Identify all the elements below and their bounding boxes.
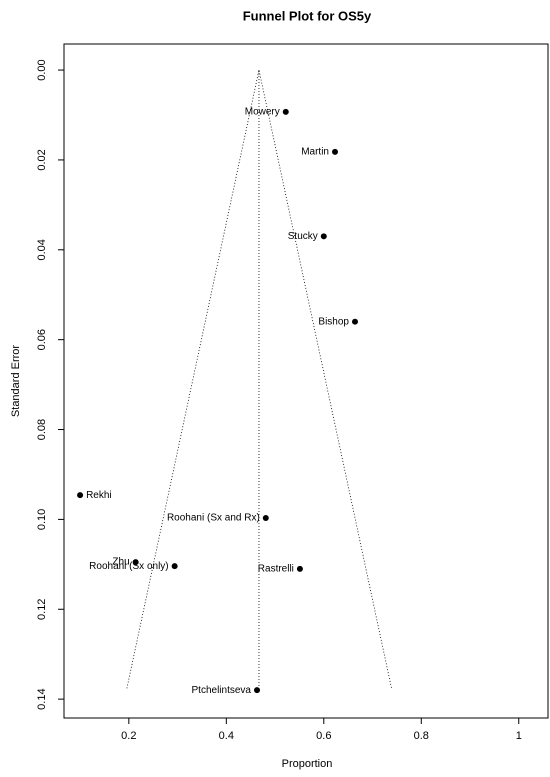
study-point: [332, 148, 339, 155]
x-tick-label: 1: [516, 730, 522, 742]
study-point: [282, 108, 289, 115]
study-point: [296, 565, 303, 572]
y-tick-label: 0.08: [36, 419, 48, 440]
chart-title: Funnel Plot for OS5y: [243, 8, 372, 23]
x-tick-label: 0.4: [219, 730, 234, 742]
y-tick-label: 0.04: [36, 239, 48, 260]
study-label: Rekhi: [86, 490, 112, 501]
y-tick-label: 0.10: [36, 509, 48, 530]
x-tick-label: 0.6: [316, 730, 331, 742]
funnel-line: [126, 69, 392, 689]
y-tick-label: 0.12: [36, 599, 48, 620]
y-tick-label: 0.02: [36, 149, 48, 170]
x-axis-title: Proportion: [282, 758, 333, 770]
y-tick-label: 0.06: [36, 329, 48, 350]
study-point: [132, 559, 139, 566]
study-point: [351, 318, 358, 325]
study-label: Roohani (Sx only): [89, 561, 168, 572]
study-point: [77, 492, 84, 499]
study-label: Rastrelli: [258, 563, 294, 574]
x-tick-label: 0.2: [121, 730, 136, 742]
study-label: Zhu: [112, 557, 129, 568]
study-point: [262, 515, 269, 522]
study-point: [254, 687, 261, 694]
study-label: Ptchelintseva: [192, 685, 252, 696]
study-label: Mowery: [245, 106, 280, 117]
x-tick-label: 0.8: [414, 730, 429, 742]
study-label: Stucky: [288, 231, 318, 242]
y-tick-label: 0.00: [36, 59, 48, 80]
y-tick-label: 0.14: [36, 688, 48, 709]
study-point: [171, 563, 178, 570]
study-label: Martin: [301, 146, 329, 157]
y-axis-title: Standard Error: [10, 345, 22, 417]
study-label: Roohani (Sx and Rx): [167, 513, 260, 524]
study-point: [320, 233, 327, 240]
study-label: Bishop: [318, 316, 349, 327]
plot-frame: [63, 43, 549, 719]
